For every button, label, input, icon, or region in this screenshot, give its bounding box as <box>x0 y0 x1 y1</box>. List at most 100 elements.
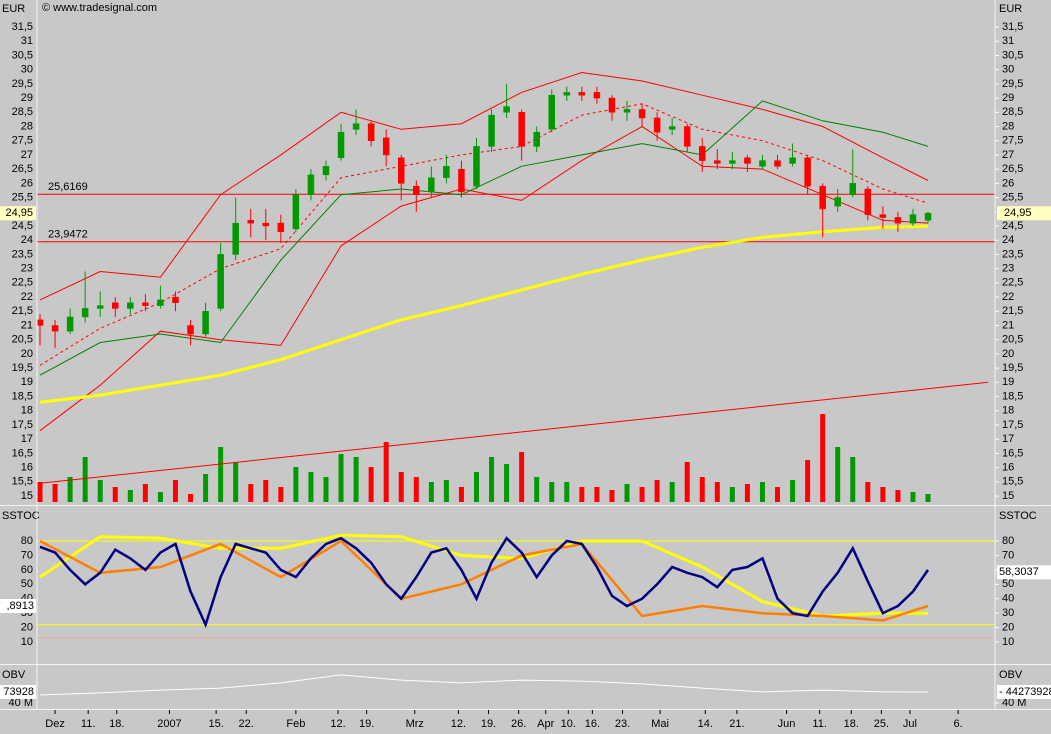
x-tick-label: Apr <box>537 718 554 730</box>
candle-body <box>789 157 796 164</box>
y-tick-label: 22 <box>1002 291 1014 303</box>
y-tick-label: 29 <box>1002 92 1014 104</box>
left-value: 73928 <box>3 686 34 698</box>
candle-body <box>157 299 164 306</box>
last-value-box <box>0 206 36 221</box>
y-tick-label: 15 <box>1002 490 1014 502</box>
volume-bar <box>790 480 796 502</box>
panel-title: EUR <box>2 3 25 15</box>
x-tick-label: 12. <box>451 718 466 730</box>
y-tick-label: 19,5 <box>12 362 33 374</box>
volume-bar <box>263 480 269 502</box>
candle-body <box>729 160 736 164</box>
y-tick-label: 27 <box>21 149 33 161</box>
x-tick-label: 14. <box>698 718 713 730</box>
panel-title: SSTOC <box>999 510 1037 522</box>
y-tick-label: 21 <box>1002 319 1014 331</box>
volume-bar <box>172 480 178 502</box>
candle-body <box>142 302 149 306</box>
candle-body <box>548 94 555 130</box>
volume-bar <box>97 480 103 502</box>
candle-body <box>864 188 872 215</box>
y-tick-label: 24,5 <box>12 220 33 232</box>
y-tick-label: 24 <box>1002 234 1014 246</box>
volume-bar <box>654 480 660 502</box>
y-tick-label: 30,5 <box>1002 49 1023 61</box>
last-value: - 44273928 <box>999 686 1051 698</box>
candle-body <box>172 296 179 303</box>
volume-bar <box>925 494 931 502</box>
y-tick-label: 17 <box>21 433 33 445</box>
volume-bar <box>820 414 826 502</box>
volume-bar <box>157 492 163 502</box>
y-tick-label: 28 <box>21 120 33 132</box>
candle-body <box>834 197 841 207</box>
y-tick-label: 31 <box>1002 35 1014 47</box>
candle-body <box>473 146 480 187</box>
y-tick-label: 18,5 <box>12 390 33 402</box>
candle-body <box>36 319 44 326</box>
candle-body <box>759 160 766 167</box>
candle-body <box>127 302 134 309</box>
candle-body <box>879 214 887 218</box>
y-tick-label: 60 <box>21 564 33 576</box>
panel-title: OBV <box>999 669 1023 681</box>
y-tick-label: 15 <box>21 490 33 502</box>
x-tick-label: 2007 <box>157 718 181 730</box>
candle-body <box>217 254 224 309</box>
y-tick-label: 17,5 <box>12 419 33 431</box>
x-tick-label: 15. <box>208 718 223 730</box>
candle-body <box>352 123 360 130</box>
candle-body <box>563 92 571 96</box>
y-tick-label: 18,5 <box>1002 390 1023 402</box>
volume-bar <box>398 472 404 502</box>
candle-body <box>262 222 270 227</box>
y-tick-label: 10 <box>21 636 33 648</box>
indicator-line <box>39 539 929 622</box>
x-tick-label: 23. <box>615 718 630 730</box>
candle-body <box>518 112 525 147</box>
y-tick-label: 15,5 <box>1002 476 1023 488</box>
volume-bar <box>910 492 916 502</box>
volume-bar <box>428 482 434 502</box>
last-value: 58,3037 <box>999 566 1039 578</box>
y-tick-label: 16,5 <box>1002 447 1023 459</box>
volume-bar <box>458 487 464 502</box>
indicator-line <box>39 381 989 484</box>
x-tick-label: 18. <box>109 718 124 730</box>
candle-body <box>653 117 661 133</box>
left-value: ,8913 <box>6 600 34 612</box>
candle-body <box>337 131 345 159</box>
y-tick-label: 20,5 <box>12 334 33 346</box>
candle-body <box>96 305 104 309</box>
y-tick-label: 23,5 <box>12 248 33 260</box>
y-tick-label: 17 <box>1002 433 1014 445</box>
indicator-line <box>39 71 929 301</box>
volume-bar <box>579 487 585 502</box>
volume-bar <box>218 447 224 502</box>
y-tick-label: 29,5 <box>12 78 33 90</box>
y-tick-label: 26 <box>21 177 33 189</box>
candle-body <box>714 160 721 164</box>
candle-body <box>924 212 932 221</box>
y-tick-label: 26 <box>1002 177 1014 189</box>
left-value-box <box>0 599 36 613</box>
y-tick-label: 22,5 <box>1002 277 1023 289</box>
x-tick-label: Mai <box>651 718 669 730</box>
y-tick-label: 70 <box>1002 549 1014 561</box>
y-tick-label: 26,5 <box>12 163 33 175</box>
candle-body <box>819 185 826 210</box>
y-tick-label: 27,5 <box>12 135 33 147</box>
y-tick-label: 21 <box>21 319 33 331</box>
volume-bar <box>549 482 555 502</box>
candle-body <box>413 185 420 195</box>
volume-bar <box>639 487 645 502</box>
indicator-line <box>39 533 928 618</box>
x-tick-label: 12. <box>330 718 345 730</box>
candle-body <box>428 177 435 193</box>
volume-bar <box>699 477 705 502</box>
candle-body <box>849 183 857 195</box>
candle-body <box>112 302 119 309</box>
candle-body <box>608 97 616 113</box>
last-value-box <box>997 206 1051 221</box>
